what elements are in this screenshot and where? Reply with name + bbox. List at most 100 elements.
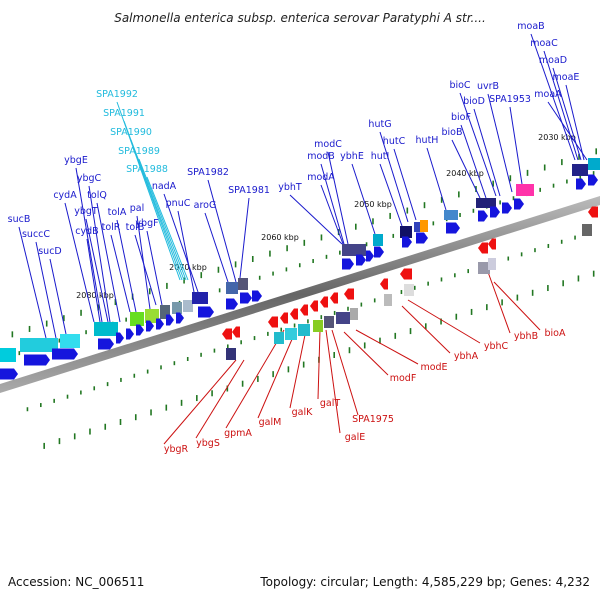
gene-block (400, 226, 412, 238)
topology-text: Topology: circular; Length: 4,585,229 bp… (259, 575, 590, 589)
leader-line (75, 167, 103, 323)
gene-block (226, 348, 236, 360)
gene-label-moab: moaB (517, 21, 544, 32)
leader-line (351, 163, 376, 235)
gene-label-gale: galE (345, 432, 366, 443)
leader-line (331, 329, 359, 416)
leader-line (49, 258, 67, 335)
kbp-label: 2080 kbp (76, 291, 114, 300)
forward-gene-arrow (502, 202, 512, 214)
leader-line (407, 299, 481, 344)
gene-block (420, 220, 428, 232)
leader-line (146, 230, 163, 306)
gene-features (0, 158, 600, 380)
gene-label-ybhb: ybhB (514, 331, 538, 342)
leader-line (451, 139, 481, 199)
gene-block (350, 308, 358, 320)
gene-label-moae: moaE (553, 72, 580, 83)
gene-block (285, 328, 297, 340)
leader-line (289, 194, 343, 245)
gene-block (324, 316, 334, 328)
forward-gene-arrow (576, 178, 586, 190)
gene-label-huth: hutH (416, 135, 439, 146)
gene-block (516, 184, 534, 196)
leader-line (163, 359, 237, 445)
gene-label-tola: tolA (108, 207, 127, 218)
gene-block (226, 282, 238, 294)
gene-block (238, 278, 248, 290)
gene-label-moaa: moaA (534, 89, 562, 100)
leader-line (393, 148, 417, 221)
reverse-gene-arrow (320, 296, 328, 308)
gene-block (192, 292, 208, 304)
gene-label-modf: modF (390, 373, 417, 384)
reverse-gene-arrow (400, 268, 412, 280)
kbp-label: 2030 kbp (538, 133, 576, 142)
gene-labels: moaB moaC moaD moaE moaA bioC uvrB bioD SPA1953 b… (8, 21, 580, 455)
gene-label-mode: modE (420, 362, 447, 373)
leader-line (289, 329, 307, 409)
gene-block (488, 258, 496, 270)
gene-block (414, 222, 422, 232)
kbp-label: 2050 kbp (354, 200, 392, 209)
forward-gene-arrow (514, 198, 524, 210)
gene-label-ybha: ybhA (454, 351, 479, 362)
leader-line (543, 50, 579, 161)
gene-label-spa1982: SPA1982 (187, 167, 229, 178)
gene-label-biof: bioF (451, 112, 471, 123)
leader-line (379, 163, 403, 227)
forward-gene-arrow (146, 320, 154, 332)
leader-line (320, 184, 344, 245)
leader-line (110, 234, 131, 313)
gene-block (588, 158, 600, 170)
leader-line (317, 329, 321, 400)
gene-label-bioa: bioA (545, 328, 566, 339)
reverse-gene-arrow (310, 300, 318, 312)
reverse-gene-arrow (588, 206, 598, 218)
gene-label-hutg: hutG (368, 119, 391, 130)
leader-line (487, 271, 511, 334)
leader-line (177, 210, 195, 293)
kbp-label: 2070 kbp (169, 263, 207, 272)
leader-line (325, 329, 341, 434)
gene-label-ybgc: ybgC (77, 173, 102, 184)
leader-line (225, 329, 285, 429)
leader-line (64, 202, 95, 323)
leader-line (116, 219, 137, 313)
gene-label-spa1975: SPA1975 (352, 414, 394, 425)
forward-gene-arrow (478, 210, 488, 222)
gene-label-spa1988: SPA1988 (126, 164, 168, 175)
leader-line (320, 163, 345, 245)
gene-block (160, 305, 170, 319)
forward-gene-arrow (374, 246, 384, 258)
gene-block (60, 334, 80, 348)
gene-block (384, 294, 392, 306)
gene-label-galk: galK (292, 407, 313, 418)
forward-gene-arrow (136, 324, 144, 336)
leader-line (130, 139, 185, 281)
leader-line (426, 147, 447, 211)
leader-line (35, 241, 57, 339)
leader-line (473, 108, 501, 197)
gene-label-pnuc: pnuC (166, 198, 191, 209)
gene-label-arog: aroG (194, 200, 217, 211)
forward-gene-arrow (252, 290, 262, 302)
gene-label-galm: galM (259, 417, 282, 428)
gene-label-cydb: cydB (75, 226, 98, 237)
gene-label-cyda: cydA (53, 190, 77, 201)
gene-label-spa1981: SPA1981 (228, 185, 270, 196)
forward-gene-arrow (588, 174, 598, 186)
reverse-gene-arrow (290, 308, 298, 320)
leader-line (85, 218, 109, 323)
gene-block (336, 312, 350, 324)
leader-line (343, 331, 389, 376)
gene-label-moac: moaC (530, 38, 558, 49)
leader-line (460, 124, 487, 199)
forward-gene-arrow (126, 328, 134, 340)
gene-block (172, 302, 182, 314)
reverse-gene-arrow (280, 312, 288, 324)
reverse-gene-arrow (300, 304, 308, 316)
gene-label-spa1992: SPA1992 (96, 89, 138, 100)
leader-line (207, 179, 237, 283)
gene-label-spa1989: SPA1989 (118, 146, 160, 157)
